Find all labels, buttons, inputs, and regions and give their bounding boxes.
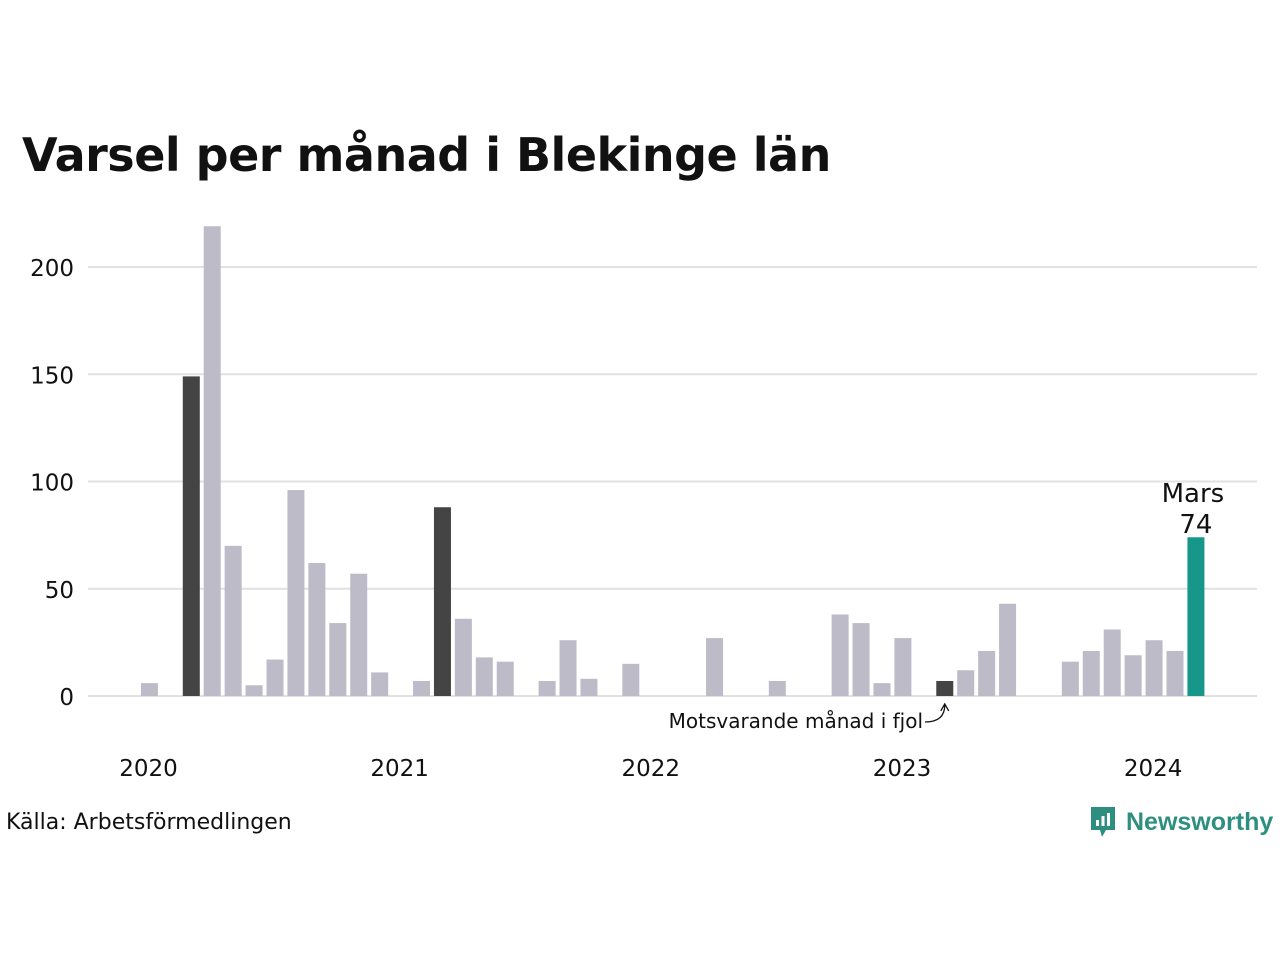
bar bbox=[203, 226, 221, 696]
bar bbox=[957, 670, 975, 696]
bar bbox=[999, 603, 1017, 696]
bar bbox=[873, 683, 891, 696]
bar bbox=[831, 614, 849, 696]
newsworthy-logo: Newsworthy bbox=[1088, 804, 1273, 840]
bar bbox=[1145, 640, 1163, 696]
bar bbox=[622, 663, 640, 696]
bar bbox=[1103, 629, 1121, 696]
bar bbox=[852, 623, 870, 696]
bar bbox=[371, 672, 389, 696]
brand-name: Newsworthy bbox=[1126, 807, 1274, 836]
bar bbox=[1187, 537, 1205, 696]
chart-title: Varsel per månad i Blekinge län bbox=[22, 128, 831, 182]
bar bbox=[308, 563, 326, 696]
bar bbox=[224, 545, 242, 696]
bar bbox=[454, 618, 472, 696]
bar bbox=[1082, 650, 1100, 696]
y-tick-label: 200 bbox=[30, 256, 74, 282]
bar bbox=[559, 640, 577, 696]
prior-year-annotation: Motsvarande månad i fjol bbox=[669, 709, 923, 733]
x-tick-label: 2023 bbox=[873, 756, 932, 782]
bar bbox=[496, 661, 514, 696]
y-tick-label: 100 bbox=[30, 471, 74, 497]
annotation-arrow-head bbox=[940, 702, 950, 712]
bar bbox=[706, 638, 724, 696]
bar bbox=[936, 680, 954, 696]
bar bbox=[266, 659, 284, 696]
bar bbox=[413, 680, 431, 696]
bar bbox=[329, 623, 347, 696]
x-tick-label: 2021 bbox=[370, 756, 429, 782]
bar bbox=[1061, 661, 1079, 696]
current-value-label: 74 bbox=[1179, 510, 1212, 540]
bar bbox=[538, 680, 556, 696]
bar bbox=[140, 683, 158, 696]
annotation-arrow-line bbox=[924, 704, 946, 723]
bar bbox=[580, 678, 598, 696]
x-tick-label: 2024 bbox=[1124, 756, 1183, 782]
y-tick-label: 150 bbox=[30, 363, 74, 389]
newsworthy-logo-icon bbox=[1091, 807, 1115, 837]
bar bbox=[768, 680, 786, 696]
x-tick-label: 2022 bbox=[622, 756, 681, 782]
current-month-label: Mars bbox=[1162, 479, 1225, 509]
bar bbox=[978, 650, 996, 696]
bar bbox=[1166, 650, 1184, 696]
bar bbox=[475, 657, 493, 696]
bar bbox=[433, 507, 451, 696]
bar bbox=[245, 685, 263, 696]
bar bbox=[894, 638, 912, 696]
bar bbox=[287, 490, 305, 696]
y-tick-label: 50 bbox=[45, 578, 74, 604]
bar bbox=[350, 573, 368, 696]
source-note: Källa: Arbetsförmedlingen bbox=[6, 810, 292, 835]
bar bbox=[182, 376, 200, 696]
bar bbox=[1124, 655, 1142, 696]
y-tick-label: 0 bbox=[59, 685, 74, 711]
x-tick-label: 2020 bbox=[119, 756, 178, 782]
